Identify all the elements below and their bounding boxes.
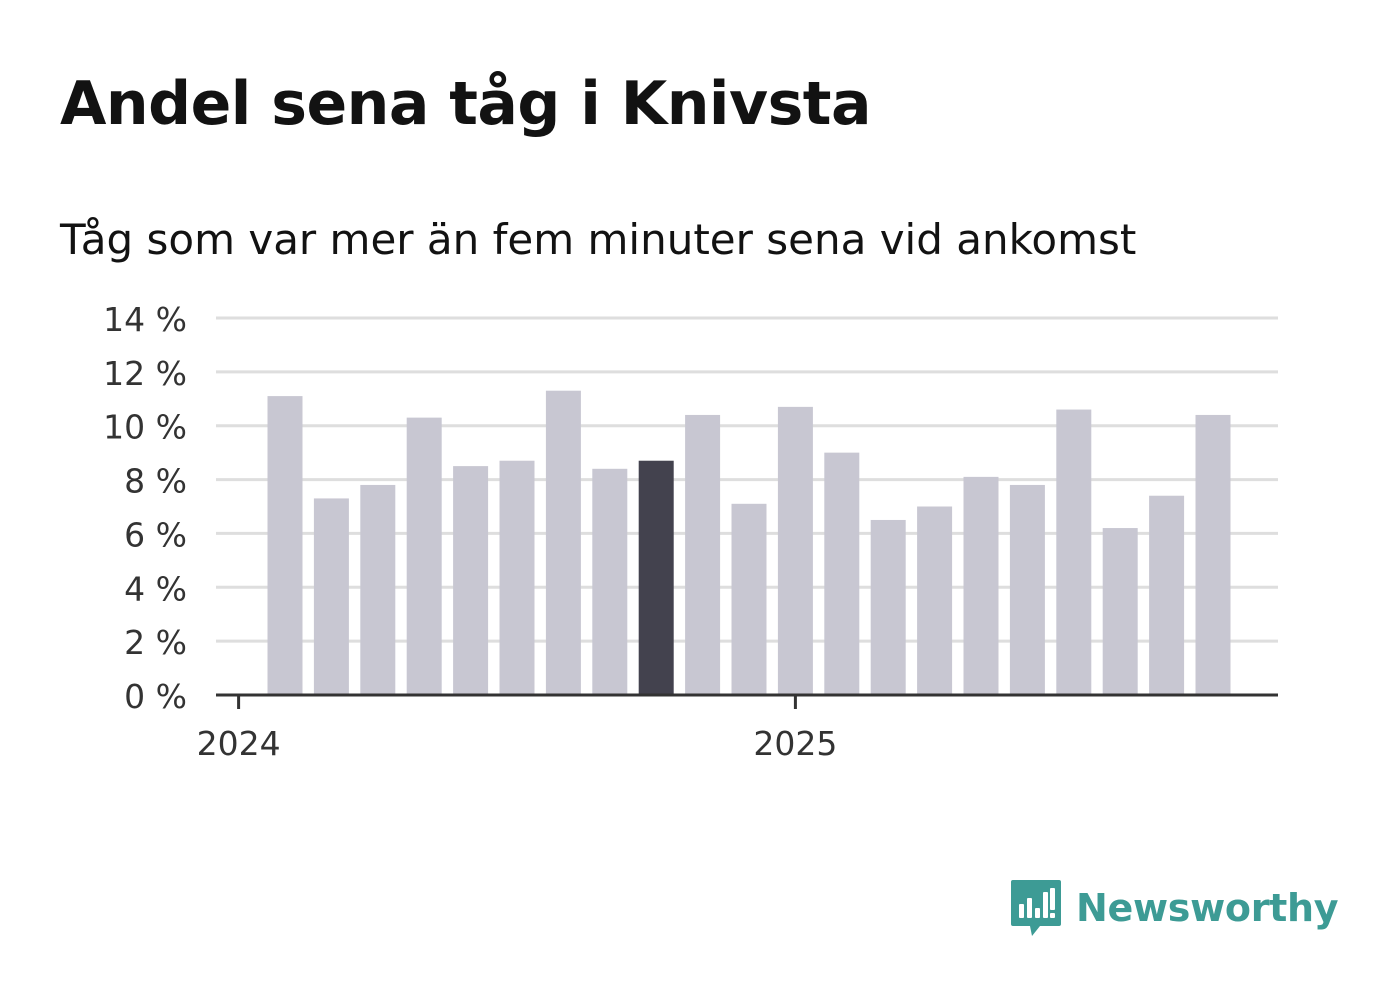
bar-2025-02 (870, 519, 906, 695)
bar-2024-11 (731, 503, 767, 695)
x-tick-label: 2025 (753, 724, 837, 763)
newsworthy-logo[interactable]: Newsworthy (1010, 878, 1339, 938)
bar-2024-05 (453, 466, 489, 695)
bar-2024-12 (777, 406, 813, 695)
bar-2025-03 (917, 506, 953, 695)
bar-2024-08 (592, 468, 628, 695)
y-tick-label: 8 % (124, 462, 187, 501)
y-tick-label: 2 % (124, 623, 187, 662)
bar-2025-01 (824, 452, 860, 695)
y-tick-label: 14 % (103, 300, 187, 339)
y-tick-label: 6 % (124, 515, 187, 554)
y-axis-tick-labels: 0 % 2 % 4 % 6 % 8 % 10 % 12 % 14 % (103, 300, 187, 716)
bar-2024-02 (313, 498, 349, 695)
bar-2025-08 (1149, 495, 1185, 695)
newsworthy-bar-chart-speech-bubble-icon (1011, 880, 1061, 936)
bar-2025-06 (1056, 409, 1092, 695)
bar-2025-04 (963, 476, 999, 695)
bar-2024-04 (406, 417, 442, 695)
chart-subtitle: Tåg som var mer än fem minuter sena vid … (60, 215, 1137, 264)
bar-2024-09 (638, 460, 674, 695)
y-tick-label: 12 % (103, 354, 187, 393)
y-tick-label: 4 % (124, 569, 187, 608)
y-tick-label: 0 % (124, 677, 187, 716)
bar-2025-09 (1195, 414, 1231, 695)
bar-2025-07 (1102, 528, 1138, 695)
x-axis-tick-labels: 2024 2025 (197, 695, 837, 763)
x-tick-label: 2024 (197, 724, 281, 763)
bar-2024-10 (685, 414, 721, 695)
y-tick-label: 10 % (103, 408, 187, 447)
bar-2024-03 (360, 484, 396, 695)
bar-2025-05 (1009, 484, 1045, 695)
chart-title: Andel sena tåg i Knivsta (60, 69, 871, 139)
bar-2024-01 (267, 396, 303, 695)
newsworthy-logo-text: Newsworthy (1076, 886, 1339, 930)
bar-2024-07 (545, 390, 581, 695)
bars (267, 390, 1231, 695)
bar-2024-06 (499, 460, 535, 695)
